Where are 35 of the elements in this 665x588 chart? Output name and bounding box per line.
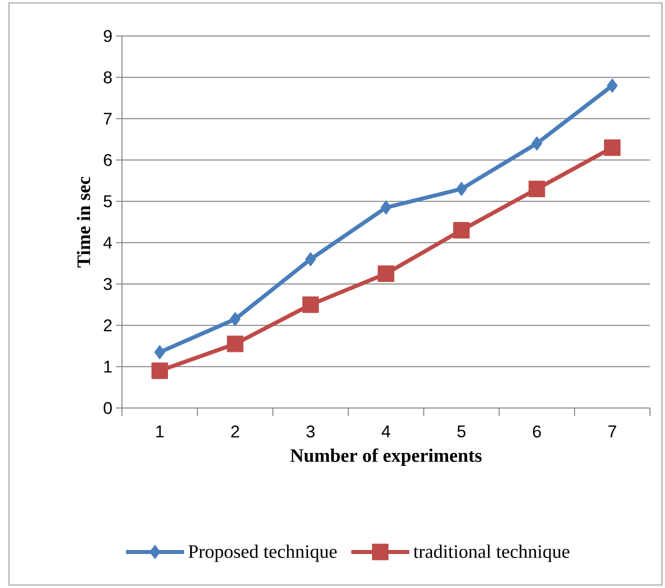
- point: [456, 182, 467, 196]
- y-tick-label: 3: [104, 278, 112, 290]
- y-tick-label: 7: [104, 112, 112, 125]
- point: [226, 336, 244, 352]
- legend-label: Proposed technique: [188, 544, 337, 562]
- y-tick-label: 9: [104, 30, 112, 42]
- point: [606, 78, 618, 93]
- y-tick-label: 2: [104, 319, 112, 332]
- x-tick-label: 3: [306, 426, 315, 438]
- point: [531, 136, 542, 151]
- x-tick-label: 4: [382, 426, 390, 438]
- point: [528, 180, 546, 198]
- y-tick-label: 8: [104, 71, 112, 84]
- y-tick-label: 5: [104, 195, 112, 208]
- point: [305, 252, 316, 266]
- y-tick-label: 6: [104, 154, 112, 166]
- x-tick-label: 7: [608, 426, 616, 438]
- y-tick-label: 0: [104, 402, 112, 414]
- point: [453, 222, 470, 239]
- point: [302, 296, 319, 313]
- y-axis-title: Time in sec: [76, 176, 90, 268]
- point: [380, 200, 392, 215]
- point: [378, 265, 394, 282]
- x-axis-title: Number of experiments: [290, 448, 482, 466]
- x-tick-label: 5: [457, 426, 466, 438]
- y-tick-label: 1: [104, 360, 112, 373]
- y-tick-label: 4: [103, 236, 112, 249]
- point: [151, 362, 168, 380]
- legend-label: traditional technique: [413, 544, 570, 562]
- x-tick-label: 6: [532, 426, 541, 438]
- point: [604, 139, 621, 156]
- x-tick-label: 1: [156, 426, 164, 438]
- x-tick-label: 2: [231, 426, 240, 438]
- point: [154, 344, 166, 360]
- point: [230, 312, 241, 326]
